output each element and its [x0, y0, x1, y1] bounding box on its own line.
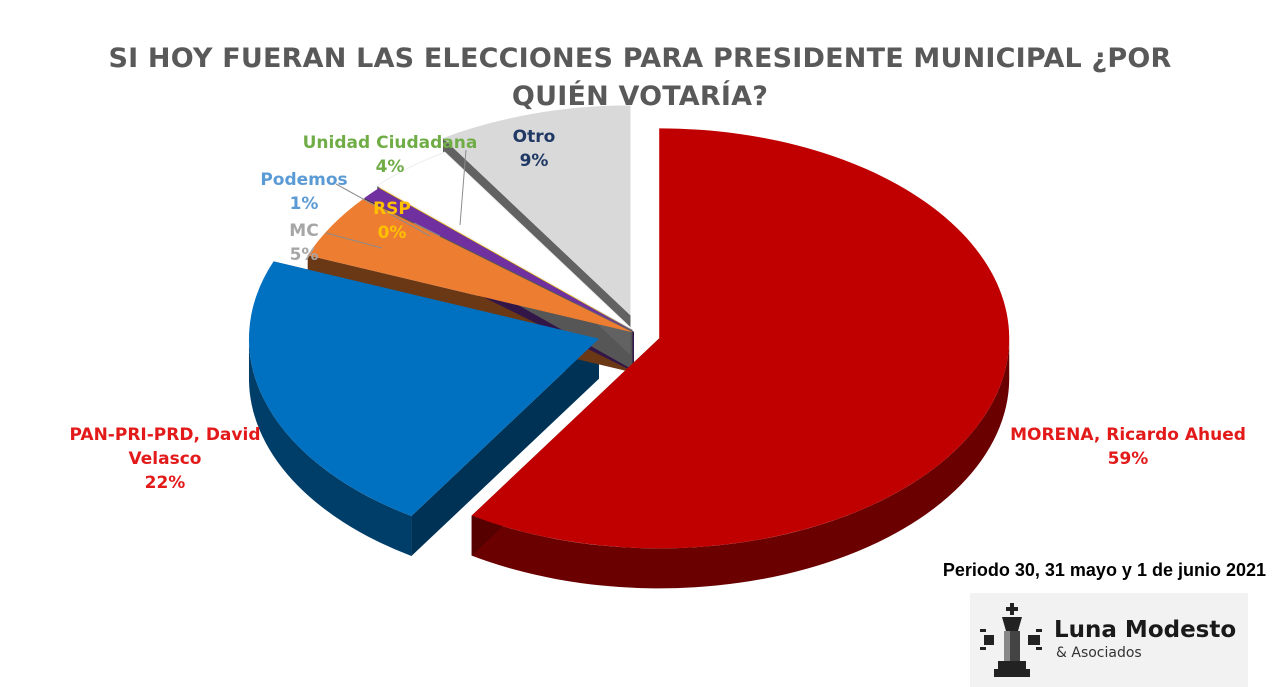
slice-value-6: 9% [520, 151, 549, 171]
leader-line-2 [325, 232, 383, 249]
slice-label-4: RSP [373, 199, 411, 219]
logo-subtitle: & Asociados [1056, 645, 1142, 661]
slice-label-6: Otro [513, 127, 556, 147]
chart-title-line-1: SI HOY FUERAN LAS ELECCIONES PARA PRESID… [108, 43, 1172, 74]
chess-king-icon [980, 603, 1042, 677]
pie-slice-side-0 [471, 338, 1010, 589]
slice-value-4: 0% [378, 223, 407, 243]
pie-slice-5 [376, 151, 633, 330]
chart-title-line-2: QUIÉN VOTARÍA? [511, 81, 769, 112]
chart-title: SI HOY FUERAN LAS ELECCIONES PARA PRESID… [0, 40, 1280, 116]
slice-label-2: MC [289, 221, 318, 241]
pie-slice-side-1 [248, 338, 412, 557]
slice-value-1: 22% [145, 473, 186, 493]
slice-label-1: Velasco [129, 449, 202, 469]
pie-slice-2 [307, 198, 634, 333]
slice-label-5: Unidad Ciudadana [303, 133, 478, 153]
slice-value-0: 59% [1108, 449, 1149, 469]
leader-line-4 [413, 222, 441, 237]
logo-name: Luna Modesto [1054, 617, 1237, 643]
slice-label-1: PAN-PRI-PRD, David [70, 425, 261, 445]
survey-period: Periodo 30, 31 mayo y 1 de junio 2021 [942, 560, 1266, 580]
pie-slice-1 [248, 261, 599, 517]
slice-value-2: 5% [290, 245, 319, 265]
slice-value-5: 4% [376, 157, 405, 177]
company-logo: Luna Modesto & Asociados [970, 593, 1248, 687]
slice-label-0: MORENA, Ricardo Ahued [1010, 425, 1246, 445]
pie-slice-edge-1-0 [411, 338, 599, 557]
leader-line-5 [459, 149, 467, 226]
pie-slice-6 [442, 105, 631, 316]
pie-slice-3 [364, 188, 634, 332]
pie-slice-0 [471, 128, 1010, 549]
leader-line-3 [335, 183, 431, 237]
slice-label-3: Podemos [260, 170, 347, 190]
slice-value-3: 1% [290, 194, 319, 214]
